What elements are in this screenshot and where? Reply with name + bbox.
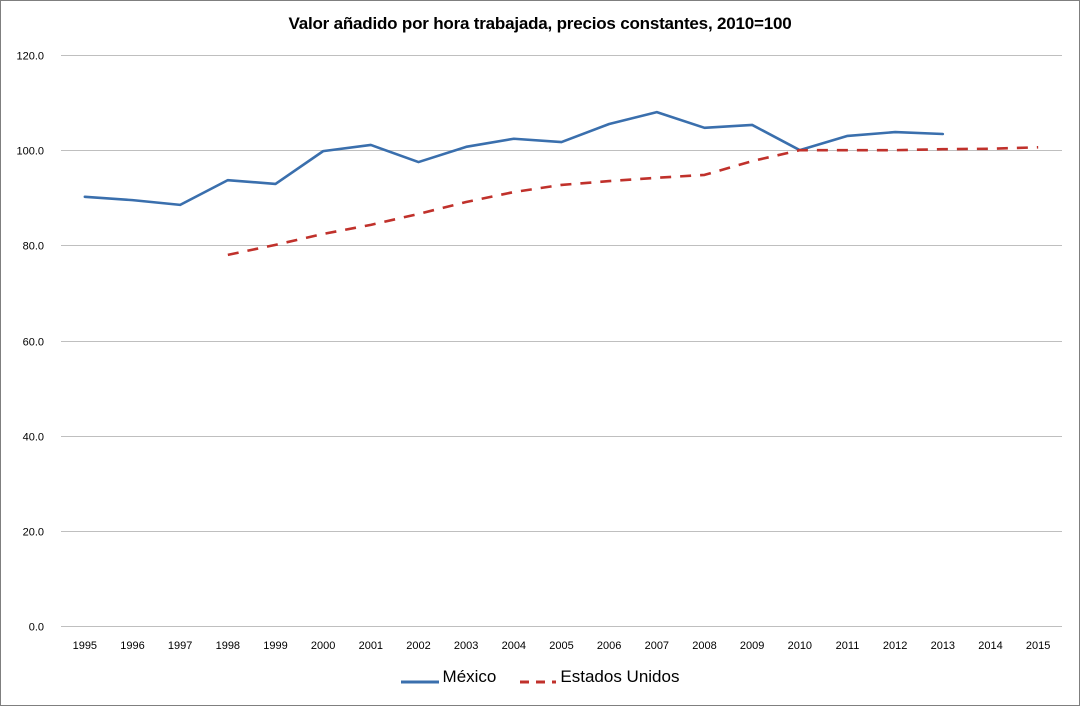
x-tick-label: 2015: [1026, 640, 1050, 652]
series-line-estados-unidos: [227, 146, 1039, 257]
y-tick-label: 60.0: [23, 337, 44, 349]
x-tick-label: 2013: [931, 640, 955, 652]
gridlines: [61, 55, 1062, 627]
series-lines: [83, 110, 1039, 257]
series-line-mexico: [83, 110, 945, 207]
x-tick-label: 2008: [692, 640, 716, 652]
x-tick-label: 2007: [645, 640, 669, 652]
chart-title: Valor añadido por hora trabajada, precio…: [288, 14, 792, 33]
x-tick-label: 1997: [168, 640, 192, 652]
x-tick-label: 2002: [406, 640, 430, 652]
x-tick-label: 2012: [883, 640, 907, 652]
legend-swatch-mexico: [400, 672, 439, 684]
y-tick-label: 100.0: [16, 146, 44, 158]
y-tick-label: 80.0: [23, 241, 44, 253]
legend-label-estados-unidos: Estados Unidos: [560, 667, 680, 686]
x-tick-label: 2001: [359, 640, 383, 652]
x-tick-label: 1999: [263, 640, 287, 652]
legend-item-estados-unidos: Estados Unidos: [518, 667, 679, 687]
x-tick-label: 2000: [311, 640, 335, 652]
x-tick-label: 1995: [73, 640, 97, 652]
x-tick-label: 1998: [216, 640, 240, 652]
legend-item-mexico: México: [400, 667, 497, 687]
x-tick-label: 2011: [836, 640, 860, 652]
x-tick-label: 2010: [788, 640, 812, 652]
x-tick-label: 2014: [978, 640, 1002, 652]
x-axis-ticks: 1995 1996 1997 1998 1999 2000 2001 2002 2003 2004…: [73, 640, 1051, 652]
x-tick-label: 2006: [597, 640, 621, 652]
y-tick-label: 120.0: [16, 51, 44, 63]
x-tick-label: 2003: [454, 640, 478, 652]
y-tick-label: 40.0: [23, 432, 44, 444]
legend: México Estados Unidos: [0, 667, 1080, 687]
y-tick-label: 0.0: [29, 622, 44, 634]
y-tick-label: 20.0: [23, 527, 44, 539]
legend-label-mexico: México: [442, 667, 497, 686]
x-tick-label: 2005: [549, 640, 573, 652]
x-tick-label: 1996: [120, 640, 144, 652]
x-tick-label: 2004: [502, 640, 526, 652]
legend-swatch-estados-unidos: [518, 672, 557, 684]
y-axis-ticks: 0.0 20.0 40.0 60.0 80.0 100.0 120.0: [16, 51, 44, 634]
x-tick-label: 2009: [740, 640, 764, 652]
